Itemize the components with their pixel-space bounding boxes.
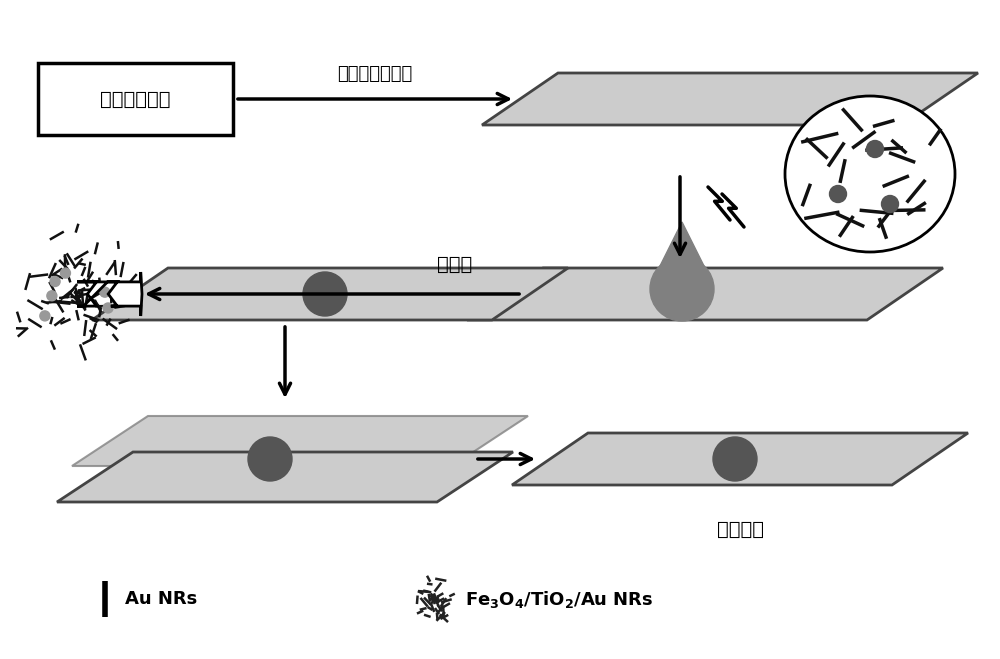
FancyBboxPatch shape [38,63,233,135]
Circle shape [866,140,884,158]
Polygon shape [72,416,528,466]
Ellipse shape [785,96,955,252]
Circle shape [248,437,292,481]
Polygon shape [92,268,568,320]
Circle shape [40,311,50,321]
Circle shape [60,268,70,278]
Circle shape [650,257,714,321]
Circle shape [303,272,347,316]
Circle shape [882,196,898,212]
Text: 旋涂超疏水材料: 旋涂超疏水材料 [337,65,413,83]
Polygon shape [660,222,704,266]
Text: 聚四氟乙烯片: 聚四氟乙烯片 [100,90,170,109]
Text: $\mathbf{Fe_3O_4/TiO_2/Au\ NRs}$: $\mathbf{Fe_3O_4/TiO_2/Au\ NRs}$ [465,588,653,610]
Circle shape [103,303,113,313]
Text: 磁性试纸: 磁性试纸 [716,519,764,538]
Circle shape [100,287,110,297]
Circle shape [47,291,57,301]
Polygon shape [77,272,142,316]
Polygon shape [57,452,513,502]
Circle shape [830,185,847,202]
Circle shape [50,277,60,287]
Polygon shape [482,73,978,125]
Text: 自组装: 自组装 [437,254,473,273]
Polygon shape [512,433,968,485]
Text: Au NRs: Au NRs [125,590,197,608]
Polygon shape [467,268,943,320]
Circle shape [713,437,757,481]
